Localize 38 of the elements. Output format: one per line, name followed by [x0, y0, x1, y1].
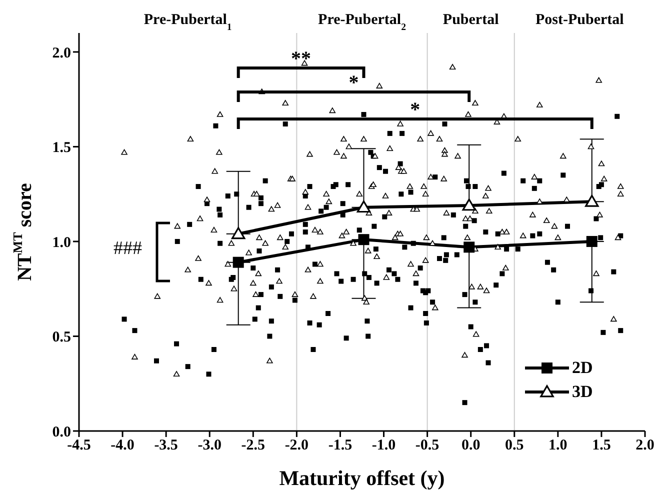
point [586, 236, 598, 247]
text: Pubertal [442, 12, 499, 28]
point [232, 227, 246, 240]
x-tick-label: -0.5 [415, 438, 440, 454]
annotation: ** [291, 48, 312, 70]
x-tick-label: 2.0 [636, 438, 654, 454]
point [358, 234, 370, 246]
point [356, 200, 371, 213]
x-axis-title: Maturity offset (y) [279, 466, 445, 490]
y-tick-label: 0.0 [52, 424, 71, 440]
y-tick-label: 2.0 [52, 45, 71, 62]
x-tick-label: -1.5 [328, 438, 352, 454]
text: Post-Pubertal [536, 12, 624, 28]
x-tick-label: -2.5 [241, 438, 266, 454]
point [232, 256, 244, 268]
x-tick-label: 0.0 [461, 438, 480, 454]
text: Pre-Pubertal$_{1}$ [144, 12, 232, 32]
annotation: ### [114, 238, 142, 259]
x-tick-label: -1.0 [372, 438, 396, 454]
x-tick-label: -4.0 [110, 438, 134, 454]
annotation: * [348, 72, 359, 94]
y-tick-label: 1.0 [52, 234, 71, 251]
text: Pre-Pubertal$_{2}$ [318, 12, 406, 32]
legend-label: 3D [572, 382, 593, 402]
x-tick-label: -3.5 [154, 438, 178, 454]
x-tick-label: -3.0 [198, 438, 222, 454]
x-tick-label: -2.0 [284, 438, 309, 454]
annotation: * [410, 99, 420, 121]
x-tick-label: -4.5 [67, 438, 91, 454]
y-tick-label: 1.5 [52, 140, 71, 156]
legend-label: 2D [572, 358, 593, 378]
x-tick-label: 0.5 [505, 438, 524, 454]
point [464, 242, 475, 253]
point [585, 194, 599, 207]
x-tick-label: 1.5 [592, 438, 611, 454]
x-tick-label: 1.0 [548, 438, 568, 454]
y-tick-label: 0.5 [52, 330, 71, 346]
point [462, 198, 476, 211]
